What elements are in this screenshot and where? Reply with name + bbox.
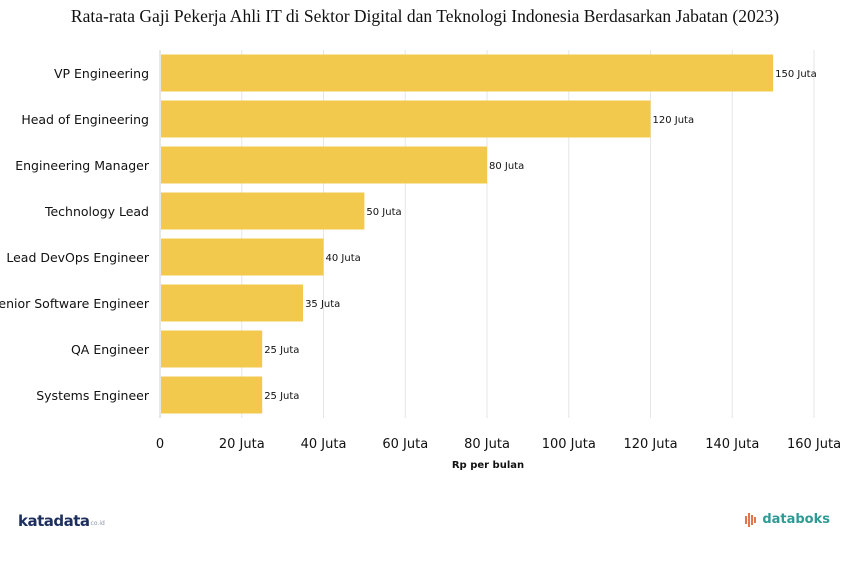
- bar: [161, 330, 263, 368]
- category-label: Systems Engineer: [36, 388, 150, 403]
- x-tick-labels: 0 20 Juta 40 Juta 60 Juta 80 Juta 100 Juta 120…: [156, 437, 841, 452]
- category-label: Technology Lead: [44, 204, 149, 219]
- x-tick-label: 0: [156, 437, 164, 452]
- category-label: Lead DevOps Engineer: [6, 250, 150, 265]
- katadata-logo: katadata co.id: [18, 512, 105, 530]
- databoks-logo: databoks: [745, 512, 830, 527]
- bar: [161, 146, 487, 184]
- x-tick-label: 100 Juta: [542, 437, 596, 452]
- bar-value-label: 80 Juta: [489, 161, 524, 172]
- bar: [161, 54, 774, 92]
- category-label: Senior Software Engineer: [0, 296, 150, 311]
- chart-title: Rata-rata Gaji Pekerja Ahli IT di Sektor…: [70, 6, 780, 26]
- x-tick-label: 60 Juta: [382, 437, 428, 452]
- bar-value-label: 120 Juta: [653, 115, 695, 126]
- x-tick-label: 20 Juta: [219, 437, 265, 452]
- x-tick-label: 40 Juta: [301, 437, 347, 452]
- x-tick-label: 80 Juta: [464, 437, 510, 452]
- category-label: Head of Engineering: [21, 112, 149, 127]
- bar: [161, 192, 365, 230]
- katadata-logo-suffix: co.id: [90, 520, 105, 527]
- bars: [161, 54, 774, 414]
- bar-value-label: 35 Juta: [305, 299, 340, 310]
- databoks-logo-text: databoks: [762, 512, 830, 527]
- category-label: Engineering Manager: [15, 158, 150, 173]
- bar-value-label: 150 Juta: [775, 69, 817, 80]
- bar-chart: 150 Juta 120 Juta 80 Juta 50 Juta 40 Juta 35 …: [0, 50, 841, 471]
- bar: [161, 284, 304, 322]
- bar-value-label: 50 Juta: [366, 207, 401, 218]
- category-labels: VP Engineering Head of Engineering Enginee…: [0, 66, 150, 403]
- x-tick-label: 160 Juta: [787, 437, 841, 452]
- bar-value-label: 40 Juta: [326, 253, 361, 264]
- bar-value-label: 25 Juta: [264, 391, 299, 402]
- katadata-logo-text: katadata: [18, 512, 90, 530]
- x-axis-label: Rp per bulan: [452, 460, 524, 471]
- x-tick-label: 120 Juta: [623, 437, 677, 452]
- x-tick-label: 140 Juta: [705, 437, 759, 452]
- category-label: VP Engineering: [54, 66, 149, 81]
- bar: [161, 100, 651, 138]
- category-label: QA Engineer: [71, 342, 150, 357]
- grid-lines: [159, 50, 815, 418]
- bar-value-label: 25 Juta: [264, 345, 299, 356]
- bar: [161, 376, 263, 414]
- bar-value-labels: 150 Juta 120 Juta 80 Juta 50 Juta 40 Juta 35 …: [264, 69, 817, 402]
- databoks-bars-icon: [745, 512, 757, 527]
- bar: [161, 238, 324, 276]
